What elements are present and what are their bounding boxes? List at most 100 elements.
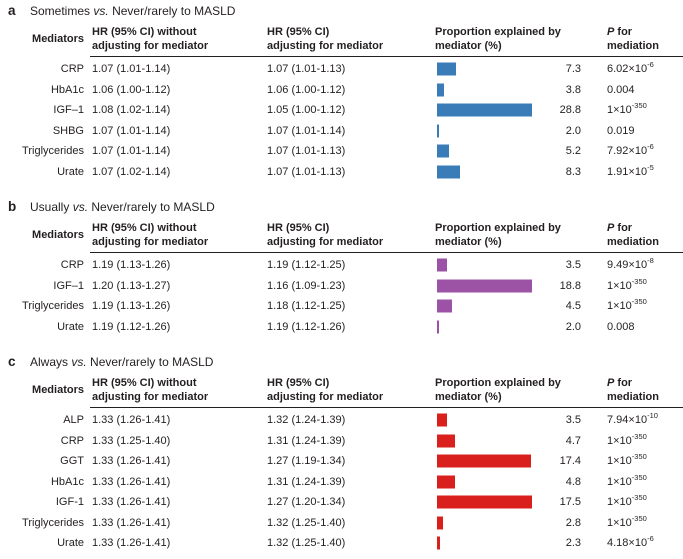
proportion-value: 28.8 [559, 104, 581, 117]
mediator-name: IGF–1 [53, 104, 84, 117]
p-value-exponent: -350 [631, 472, 647, 482]
proportion-cell: 28.8 [435, 103, 585, 117]
hr-without-value: 1.33 (1.26-1.41) [92, 537, 171, 550]
column-header-hr-without: HR (95% CI) without adjusting for mediat… [90, 377, 265, 404]
column-header-proportion: Proportion explained by mediator (%) [435, 377, 585, 404]
mediator-name: ALP [63, 414, 84, 427]
panel-letter: c [8, 354, 16, 369]
proportion-cell: 2.3 [435, 536, 585, 550]
proportion-value: 17.5 [559, 496, 581, 509]
proportion-bar [437, 413, 448, 427]
mediator-row: IGF–1 1.08 (1.02-1.14) 1.05 (1.00-1.12) 28.… [8, 100, 683, 121]
hr-adjusting-value: 1.19 (1.12-1.26) [267, 320, 346, 333]
mediator-name: Urate [57, 165, 84, 178]
panel-letter: b [8, 199, 17, 214]
p-value: 0.019 [607, 124, 635, 137]
proportion-value: 4.7 [565, 434, 581, 447]
proportion-cell: 4.7 [435, 434, 585, 448]
p-value-exponent: -350 [631, 493, 647, 503]
column-header-hr-without: HR (95% CI) without adjusting for mediat… [90, 26, 265, 53]
column-header-line: HR (95% CI) without [92, 222, 197, 234]
p-value-exponent: -350 [631, 431, 647, 441]
p-value-exponent: -350 [631, 101, 647, 111]
column-header-row: Mediators HR (95% CI) without adjusting … [8, 222, 683, 249]
proportion-cell: 17.4 [435, 454, 585, 468]
column-header-line: adjusting for mediator [267, 390, 384, 403]
p-value: 0.004 [607, 83, 635, 96]
column-header-line: P for [607, 222, 683, 236]
hr-adjusting-value: 1.31 (1.24-1.39) [267, 434, 346, 447]
column-header-hr-adjusting: HR (95% CI) adjusting for mediator [265, 377, 435, 404]
mediator-row: IGF-1 1.33 (1.26-1.41) 1.27 (1.20-1.34) 17.… [8, 492, 683, 513]
p-value-exponent: -350 [631, 452, 647, 462]
proportion-value: 2.0 [565, 124, 581, 137]
p-value: 1×10-350 [607, 101, 647, 117]
hr-without-value: 1.07 (1.01-1.14) [92, 124, 171, 137]
panel-title-text: Never/rarely to MASLD [90, 355, 214, 369]
panel-a-title-row: a Sometimes vs. Never/rarely to MASLD [8, 3, 683, 19]
p-value-exponent: -350 [631, 276, 647, 286]
column-header-line: adjusting for mediator [267, 39, 384, 52]
mediator-row: IGF–1 1.20 (1.13-1.27) 1.16 (1.09-1.23) 18.… [8, 276, 683, 297]
p-value: 6.02×10-6 [607, 60, 654, 76]
column-header-line: adjusting for mediator [267, 235, 384, 248]
proportion-value: 8.3 [565, 165, 581, 178]
proportion-value: 4.5 [565, 300, 581, 313]
column-header-line: P for [607, 377, 683, 391]
hr-adjusting-value: 1.07 (1.01-1.13) [267, 165, 346, 178]
proportion-bar [437, 144, 449, 158]
mediator-row: HbA1c 1.06 (1.00-1.12) 1.06 (1.00-1.12) 3.8… [8, 80, 683, 101]
p-value: 9.49×10-8 [607, 256, 654, 272]
hr-adjusting-value: 1.06 (1.00-1.12) [267, 83, 346, 96]
panel-title-vs: vs. [72, 200, 89, 214]
column-header-row: Mediators HR (95% CI) without adjusting … [8, 26, 683, 53]
panel-a: a Sometimes vs. Never/rarely to MASLD Me… [8, 3, 683, 182]
p-value: 1.91×10-5 [607, 162, 654, 178]
panel-b-title-row: b Usually vs. Never/rarely to MASLD [8, 199, 683, 215]
mediator-name: IGF-1 [55, 496, 84, 509]
p-value: 1×10-350 [607, 472, 647, 488]
proportion-value: 2.0 [565, 320, 581, 333]
hr-without-value: 1.33 (1.26-1.41) [92, 455, 171, 468]
hr-without-value: 1.07 (1.01-1.14) [92, 145, 171, 158]
proportion-bar [437, 516, 444, 530]
proportion-bar [437, 299, 453, 313]
hr-adjusting-value: 1.32 (1.25-1.40) [267, 516, 346, 529]
panel-title-text: Usually [30, 200, 70, 214]
p-value-exponent: -6 [647, 60, 654, 70]
p-value: 0.008 [607, 320, 635, 333]
proportion-value: 4.8 [565, 475, 581, 488]
proportion-bar [437, 165, 460, 179]
p-value: 1×10-350 [607, 276, 647, 292]
column-header-line: mediator (%) [435, 390, 502, 403]
proportion-cell: 3.8 [435, 83, 585, 97]
panel-title: Always vs. Never/rarely to MASLD [30, 355, 213, 370]
panel-a-rows: CRP 1.07 (1.01-1.14) 1.07 (1.01-1.13) 7.3 6.… [8, 59, 683, 182]
mediator-name: Urate [57, 537, 84, 550]
p-value-exponent: -10 [647, 411, 658, 421]
header-rule [90, 407, 683, 408]
column-header-line: mediation [607, 390, 659, 403]
p-value-exponent: -6 [647, 142, 654, 152]
column-header-line: mediator (%) [435, 235, 502, 248]
hr-without-value: 1.08 (1.02-1.14) [92, 104, 171, 117]
mediator-row: Urate 1.33 (1.26-1.41) 1.32 (1.25-1.40) 2.3… [8, 533, 683, 554]
proportion-bar [437, 258, 447, 272]
p-value: 1×10-350 [607, 513, 647, 529]
mediator-row: SHBG 1.07 (1.01-1.14) 1.07 (1.01-1.14) 2.0 0… [8, 121, 683, 142]
mediator-name: CRP [60, 259, 84, 272]
proportion-value: 3.5 [565, 414, 581, 427]
mediator-row: ALP 1.33 (1.26-1.41) 1.32 (1.24-1.39) 3.5 7.… [8, 410, 683, 431]
hr-adjusting-value: 1.16 (1.09-1.23) [267, 279, 346, 292]
hr-without-value: 1.06 (1.00-1.12) [92, 83, 171, 96]
mediator-row: Triglycerides 1.33 (1.26-1.41) 1.32 (1.25-… [8, 513, 683, 534]
p-value: 7.92×10-6 [607, 142, 654, 158]
column-header-hr-adjusting: HR (95% CI) adjusting for mediator [265, 222, 435, 249]
proportion-bar [437, 62, 457, 76]
column-header-p: P for mediation [585, 222, 683, 249]
column-header-line: adjusting for mediator [92, 39, 209, 52]
column-header-p: P for mediation [585, 26, 683, 53]
hr-without-value: 1.33 (1.25-1.40) [92, 434, 171, 447]
proportion-bar [437, 103, 532, 117]
